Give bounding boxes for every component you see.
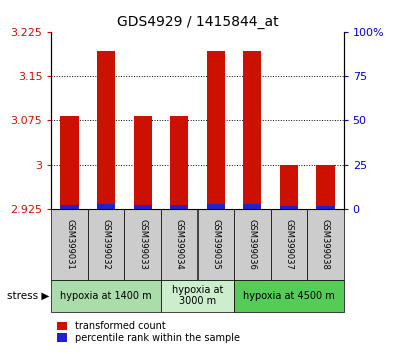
Text: GSM399034: GSM399034	[175, 219, 184, 270]
Bar	[124, 209, 161, 280]
Bar	[97, 51, 115, 209]
Bar	[207, 204, 225, 209]
Text: GSM399037: GSM399037	[284, 219, 293, 270]
Bar	[307, 209, 344, 280]
Bar	[51, 280, 161, 312]
Bar	[198, 209, 234, 280]
Bar	[51, 209, 88, 280]
Bar	[170, 116, 188, 209]
Text: hypoxia at 4500 m: hypoxia at 4500 m	[243, 291, 335, 301]
Text: GSM399032: GSM399032	[102, 219, 111, 270]
Bar	[243, 204, 261, 209]
Bar	[97, 204, 115, 209]
Bar	[161, 280, 234, 312]
Bar	[234, 280, 344, 312]
Text: GSM399035: GSM399035	[211, 219, 220, 270]
Bar	[88, 209, 124, 280]
Bar	[316, 165, 335, 209]
Bar	[170, 205, 188, 209]
Text: stress ▶: stress ▶	[7, 291, 49, 301]
Text: GSM399036: GSM399036	[248, 219, 257, 270]
Bar	[134, 116, 152, 209]
Bar	[60, 205, 79, 209]
Text: GSM399038: GSM399038	[321, 219, 330, 270]
Title: GDS4929 / 1415844_at: GDS4929 / 1415844_at	[117, 16, 278, 29]
Text: GSM399031: GSM399031	[65, 219, 74, 270]
Text: GSM399033: GSM399033	[138, 219, 147, 270]
Bar	[280, 165, 298, 209]
Bar	[60, 116, 79, 209]
Bar	[243, 51, 261, 209]
Bar	[207, 51, 225, 209]
Bar	[234, 209, 271, 280]
Bar	[161, 209, 198, 280]
Bar	[271, 209, 307, 280]
Bar	[280, 206, 298, 209]
Text: hypoxia at
3000 m: hypoxia at 3000 m	[172, 285, 223, 307]
Text: hypoxia at 1400 m: hypoxia at 1400 m	[60, 291, 152, 301]
Bar	[316, 206, 335, 209]
Bar	[134, 205, 152, 209]
Legend: transformed count, percentile rank within the sample: transformed count, percentile rank withi…	[56, 320, 241, 344]
